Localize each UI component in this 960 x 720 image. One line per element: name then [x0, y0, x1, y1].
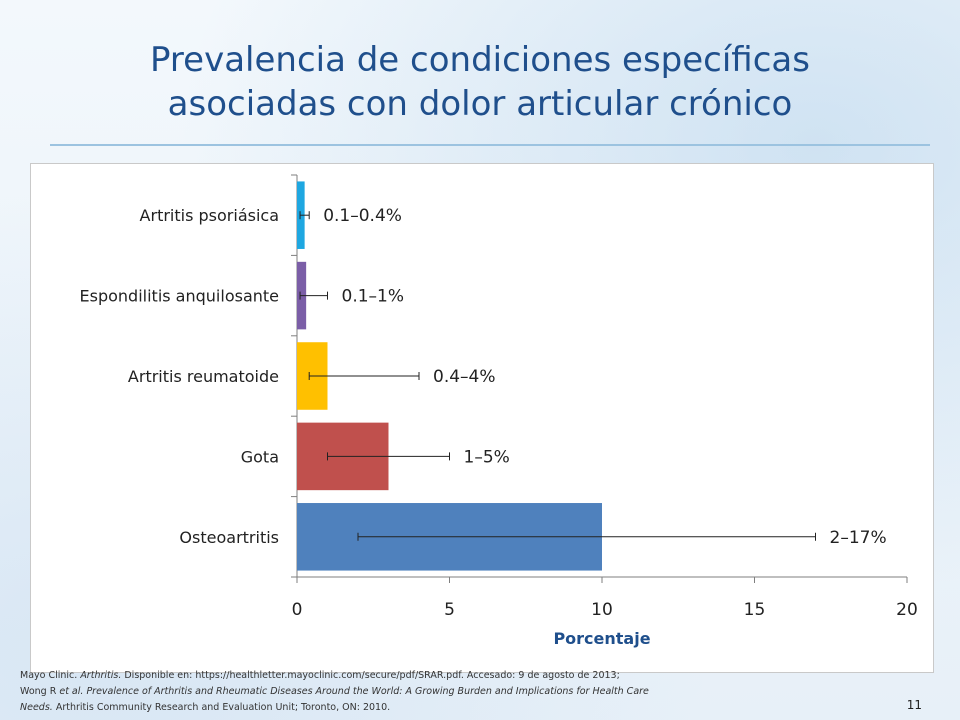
references: Mayo Clinic. Arthritis. Disponible en: h…	[20, 668, 780, 716]
ref2-author: Wong R	[20, 686, 60, 697]
x-tick-label: 20	[896, 600, 918, 620]
title-divider	[50, 144, 930, 146]
ref2-title: Prevalence of Arthritis and Rheumatic Di…	[83, 686, 649, 697]
category-label: Osteoartritis	[179, 528, 279, 547]
ref1-author: Mayo Clinic.	[20, 670, 81, 681]
reference-line-1: Mayo Clinic. Arthritis. Disponible en: h…	[20, 668, 780, 684]
data-label: 0.1–0.4%	[323, 206, 402, 226]
ref3-rest: Arthritis Community Research and Evaluat…	[52, 702, 391, 713]
ref1-rest: Disponible en: https://healthletter.mayo…	[121, 670, 620, 681]
chart-panel	[30, 163, 934, 673]
x-tick-label: 0	[292, 600, 303, 620]
slide-title-line2: asociadas con dolor articular crónico	[167, 84, 793, 124]
data-label: 2–17%	[830, 528, 887, 548]
slide-title: Prevalencia de condiciones específicas a…	[40, 38, 920, 126]
x-tick-label: 5	[444, 600, 455, 620]
category-label: Espondilitis anquilosante	[80, 287, 279, 306]
data-label: 0.4–4%	[433, 367, 496, 387]
category-label: Artritis reumatoide	[128, 367, 279, 386]
page-number: 11	[906, 698, 922, 712]
reference-line-3: Needs. Arthritis Community Research and …	[20, 700, 780, 716]
category-label: Gota	[241, 447, 279, 466]
x-tick-label: 10	[591, 600, 613, 620]
reference-line-2: Wong R et al. Prevalence of Arthritis an…	[20, 684, 780, 700]
category-label: Artritis psoriásica	[140, 206, 279, 225]
slide-title-line1: Prevalencia de condiciones específicas	[150, 40, 810, 80]
data-label: 0.1–1%	[342, 287, 405, 307]
ref1-title: Arthritis.	[80, 670, 122, 681]
data-label: 1–5%	[464, 447, 510, 467]
ref3-title: Needs.	[20, 702, 53, 713]
ref2-etal: et al.	[59, 686, 84, 697]
x-tick-label: 15	[744, 600, 766, 620]
x-axis-title: Porcentaje	[553, 629, 650, 648]
